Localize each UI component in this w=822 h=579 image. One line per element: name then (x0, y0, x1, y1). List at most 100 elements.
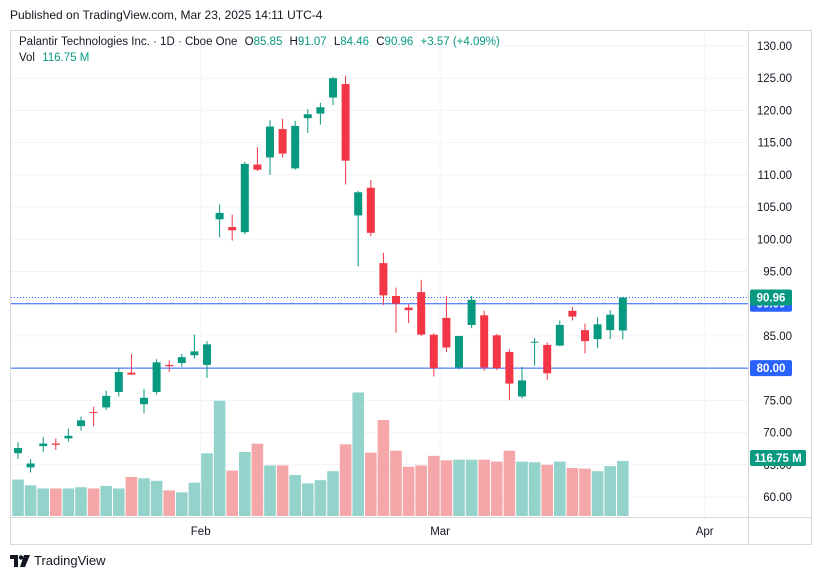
candle[interactable] (530, 337, 539, 366)
high-label: H (289, 36, 298, 48)
current-price-tag-label: 90.96 (757, 293, 786, 305)
candle[interactable] (341, 75, 350, 185)
candle[interactable] (316, 102, 325, 125)
candle[interactable] (467, 295, 476, 329)
candle[interactable] (618, 296, 627, 340)
candle[interactable] (417, 279, 426, 336)
candle[interactable] (354, 190, 363, 267)
candle[interactable] (303, 109, 312, 133)
candle[interactable] (543, 342, 552, 380)
candle-body (543, 344, 552, 374)
candle[interactable] (114, 368, 123, 397)
volume-bar (12, 479, 24, 516)
candle[interactable] (228, 214, 237, 241)
candle[interactable] (404, 304, 413, 324)
candle[interactable] (64, 428, 73, 442)
volume-bar (453, 459, 465, 516)
price-tick-label: 105.00 (757, 202, 792, 214)
candle[interactable] (505, 349, 514, 401)
candle[interactable] (215, 204, 224, 238)
published-info: Published on TradingView.com, Mar 23, 20… (10, 8, 323, 22)
volume-bar (365, 452, 377, 516)
price-tick-label: 60.00 (763, 492, 792, 504)
candle[interactable] (480, 310, 489, 371)
candle-body (467, 299, 476, 325)
volume-bar (415, 465, 427, 516)
candle-body (480, 315, 489, 368)
candle[interactable] (329, 76, 337, 106)
candle[interactable] (278, 118, 287, 158)
price-tick-label: 130.00 (757, 41, 792, 53)
level-tag (750, 360, 792, 377)
brand-name[interactable]: TradingView (34, 553, 106, 568)
volume-bar (239, 452, 251, 516)
symbol-title[interactable]: Palantir Technologies Inc. · 1D · Cboe O… (19, 36, 238, 48)
candle-body (303, 114, 312, 119)
volume-bar (188, 482, 201, 516)
candle-body (291, 125, 300, 169)
candle[interactable] (379, 252, 388, 306)
candle[interactable] (165, 360, 174, 373)
candle[interactable] (581, 323, 589, 354)
volume-bar (138, 478, 150, 516)
volume-bar (377, 420, 390, 516)
candle[interactable] (26, 458, 35, 473)
candle[interactable] (14, 442, 22, 459)
candle[interactable] (392, 287, 400, 333)
candle-body (253, 164, 262, 170)
candle[interactable] (77, 416, 85, 431)
candle-body (618, 297, 627, 331)
high-value: 91.07 (297, 36, 327, 48)
candle[interactable] (152, 359, 161, 395)
candle[interactable] (39, 437, 48, 452)
candle-body (64, 435, 73, 439)
candle[interactable] (253, 147, 262, 171)
candle[interactable] (51, 438, 60, 450)
volume-bar (100, 485, 112, 516)
volume-bar (554, 461, 566, 516)
candle[interactable] (291, 120, 300, 170)
candle[interactable] (140, 388, 148, 414)
candle[interactable] (555, 320, 564, 347)
candle-body (505, 352, 514, 384)
candlesticks[interactable] (14, 75, 627, 473)
candle[interactable] (240, 161, 249, 235)
candle[interactable] (442, 295, 451, 353)
candle[interactable] (190, 334, 199, 359)
volume-bar (566, 468, 579, 516)
volume-bar (125, 476, 138, 516)
candle[interactable] (606, 310, 615, 340)
candle[interactable] (593, 317, 602, 349)
horizontal-lines[interactable] (11, 297, 748, 369)
candle-body (518, 380, 526, 397)
candle[interactable] (127, 353, 136, 375)
candle-body (442, 317, 451, 348)
volume-value: 116.75 M (42, 52, 90, 64)
candle[interactable] (102, 390, 111, 411)
candle[interactable] (89, 406, 98, 427)
time-tick-label: Apr (696, 526, 714, 538)
candle[interactable] (177, 353, 186, 367)
volume-label[interactable]: Vol (19, 52, 35, 64)
symbol-legend: Palantir Technologies Inc. · 1D · Cboe O… (19, 36, 500, 48)
candle-body (392, 295, 400, 304)
candle[interactable] (366, 180, 375, 237)
candle-body (593, 324, 602, 340)
candle[interactable] (568, 306, 577, 321)
candle[interactable] (266, 120, 274, 175)
candle[interactable] (492, 333, 501, 371)
candle-body (190, 351, 199, 356)
candle-body (228, 227, 237, 231)
candle[interactable] (429, 333, 438, 377)
candle-body (240, 163, 249, 233)
candle[interactable] (455, 335, 463, 370)
volume-bar (339, 444, 352, 516)
time-tick-label: Feb (191, 526, 211, 538)
volume-bar (428, 455, 440, 516)
price-tick-label: 120.00 (757, 105, 792, 117)
candle-body (203, 344, 211, 365)
candle[interactable] (203, 341, 211, 378)
candle[interactable] (518, 366, 526, 399)
